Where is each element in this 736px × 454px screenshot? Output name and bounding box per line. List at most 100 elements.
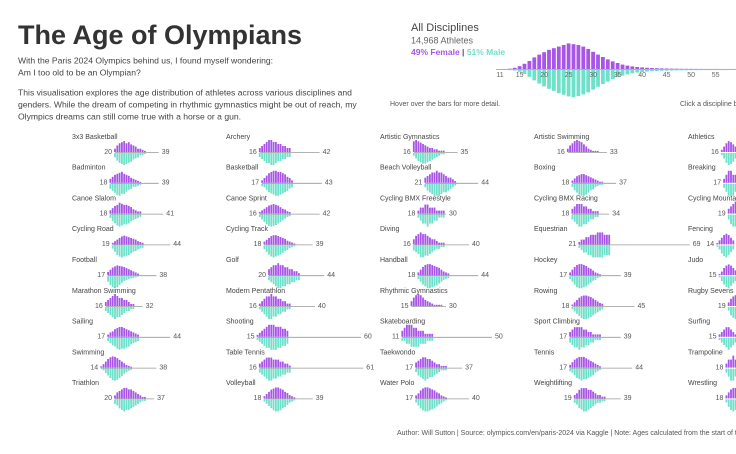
female-bar bbox=[442, 174, 445, 183]
male-bar bbox=[261, 337, 263, 344]
female-bar bbox=[125, 300, 128, 306]
female-bar bbox=[594, 272, 597, 276]
female-bar bbox=[134, 239, 137, 245]
male-bar bbox=[130, 307, 132, 309]
female-bar bbox=[114, 294, 116, 306]
male-bar bbox=[125, 399, 128, 410]
male-bar bbox=[452, 183, 454, 188]
discipline-name: Sport Climbing bbox=[534, 319, 580, 326]
min-age: 16 bbox=[249, 303, 257, 310]
legend-entry: 51% Male bbox=[467, 47, 506, 57]
female-bar bbox=[424, 177, 427, 183]
female-bar bbox=[734, 146, 736, 152]
male-bar bbox=[118, 276, 121, 285]
female-bar bbox=[111, 176, 114, 183]
male-bar bbox=[114, 307, 116, 319]
female-bar bbox=[107, 334, 109, 337]
female-bar bbox=[114, 329, 116, 337]
female-bar bbox=[720, 271, 723, 276]
male-bar bbox=[288, 183, 291, 189]
male-bar bbox=[263, 337, 266, 346]
male-bar bbox=[431, 399, 434, 410]
male-bar bbox=[576, 368, 578, 378]
female-bar bbox=[288, 241, 291, 245]
discipline-name: Rowing bbox=[534, 288, 557, 295]
female-bar bbox=[438, 393, 440, 399]
male-bar bbox=[114, 183, 116, 193]
male-bar bbox=[727, 399, 730, 407]
male-bar bbox=[433, 245, 436, 251]
male-bar bbox=[720, 153, 723, 156]
male-bar bbox=[270, 153, 273, 165]
male-bar bbox=[442, 368, 445, 371]
female-bar bbox=[445, 365, 447, 368]
min-age: 16 bbox=[711, 149, 719, 156]
male-bar bbox=[419, 214, 422, 221]
male-bar bbox=[594, 307, 597, 314]
male-bar bbox=[426, 399, 429, 412]
female-bar bbox=[291, 180, 293, 183]
discipline-name: Cycling Mountain Bike bbox=[688, 195, 736, 202]
female-bar bbox=[727, 141, 730, 152]
male-bar bbox=[125, 307, 128, 311]
female-bar bbox=[734, 174, 736, 183]
female-bar bbox=[424, 387, 427, 399]
male-bar bbox=[571, 337, 574, 345]
discipline-name: Weightlifting bbox=[534, 380, 572, 387]
female-bar bbox=[261, 146, 263, 152]
female-bar bbox=[573, 178, 576, 183]
female-bar bbox=[426, 146, 429, 152]
female-bar bbox=[412, 239, 415, 245]
male-bar bbox=[123, 276, 126, 282]
female-bar bbox=[578, 264, 581, 276]
female-bar bbox=[127, 269, 130, 276]
female-bar bbox=[279, 388, 282, 399]
female-bar bbox=[720, 149, 723, 152]
female-bar bbox=[141, 242, 144, 245]
female-bar bbox=[286, 363, 289, 368]
male-bar bbox=[121, 183, 123, 194]
female-bar bbox=[127, 237, 130, 245]
male-bar bbox=[585, 337, 588, 345]
female-bar bbox=[725, 233, 728, 245]
female-bar bbox=[118, 390, 121, 399]
female-bar bbox=[440, 269, 443, 276]
female-bar bbox=[732, 174, 735, 183]
male-bar bbox=[286, 276, 289, 285]
female-bar bbox=[587, 176, 590, 183]
female-bar bbox=[277, 326, 280, 337]
female-bar bbox=[732, 296, 735, 306]
female-bar bbox=[723, 146, 725, 152]
female-bar bbox=[594, 234, 597, 245]
male-bar bbox=[123, 214, 126, 225]
female-bar bbox=[718, 240, 721, 245]
discipline-name: Cycling BMX Racing bbox=[534, 195, 598, 202]
female-bar bbox=[580, 174, 583, 183]
female-bar bbox=[438, 242, 440, 245]
male-bar bbox=[445, 276, 447, 279]
female-bar bbox=[571, 362, 574, 368]
female-bar bbox=[431, 207, 434, 214]
female-bar bbox=[270, 357, 273, 368]
female-bar bbox=[422, 207, 424, 214]
chart-title: All Disciplines bbox=[411, 22, 479, 34]
female-bar bbox=[589, 177, 592, 183]
female-bar bbox=[601, 303, 604, 306]
female-bar bbox=[118, 202, 121, 214]
min-age: 19 bbox=[102, 241, 110, 248]
discipline-name: Equestrian bbox=[534, 226, 568, 233]
female-bar bbox=[116, 204, 119, 214]
female-bar bbox=[571, 208, 574, 214]
female-bar bbox=[127, 302, 130, 306]
discipline-name: Handball bbox=[380, 257, 408, 264]
female-bar bbox=[132, 178, 135, 183]
female-bar bbox=[440, 150, 443, 152]
male-bar bbox=[263, 368, 266, 377]
female-bar bbox=[286, 148, 289, 152]
male-bar bbox=[107, 337, 109, 342]
male-bar bbox=[270, 245, 273, 257]
female-bar bbox=[265, 296, 268, 306]
male-bar bbox=[596, 245, 599, 258]
female-bar bbox=[522, 63, 527, 69]
female-bar bbox=[730, 359, 732, 368]
